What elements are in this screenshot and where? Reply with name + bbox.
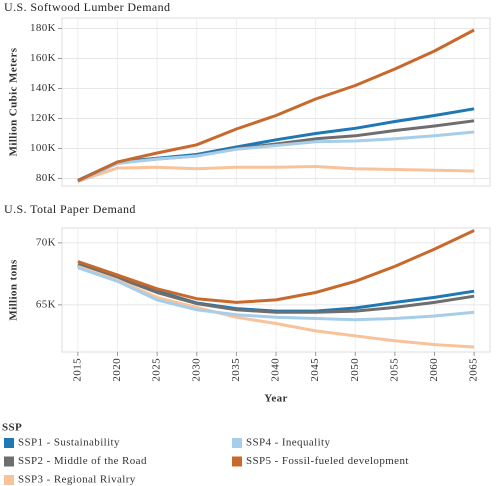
- series-line: [77, 28, 475, 183]
- x-tick-label: 2055: [388, 358, 400, 382]
- x-tick-label: 2050: [349, 358, 361, 382]
- x-tick-label: 2015: [71, 358, 83, 382]
- y-tick-label: 100K: [30, 142, 56, 154]
- series-line: [77, 266, 475, 322]
- legend-label: SSP2 - Middle of the Road: [18, 455, 147, 467]
- legend-swatch: [4, 475, 14, 485]
- x-tick-label: 2025: [151, 358, 163, 382]
- x-tick-label: 2045: [309, 358, 321, 382]
- legend-swatch: [232, 438, 242, 448]
- legend-swatch: [232, 456, 242, 467]
- series-line: [77, 263, 475, 314]
- x-axis-title: Year: [264, 393, 288, 405]
- y-tick-label: 180K: [30, 22, 56, 34]
- legend-label: SSP1 - Sustainability: [18, 437, 120, 449]
- y-tick-label: 120K: [30, 112, 56, 124]
- x-tick-label: 2035: [230, 358, 242, 382]
- legend-title: SSP: [2, 422, 22, 434]
- legend-label: SSP5 - Fossil-fueled development: [246, 455, 409, 467]
- y-tick-label: 140K: [30, 82, 56, 94]
- legend-label: SSP4 - Inequality: [246, 437, 331, 449]
- y-tick-label: 70K: [36, 236, 56, 248]
- series-line: [77, 165, 475, 183]
- x-tick-label: 2065: [468, 358, 480, 382]
- y-axis-title: Million tons: [8, 259, 20, 321]
- legend-swatch: [4, 438, 14, 448]
- x-tick-label: 2060: [428, 358, 440, 382]
- y-tick-label: 65K: [36, 298, 56, 310]
- x-tick-label: 2020: [111, 358, 123, 382]
- chart-title: U.S. Total Paper Demand: [4, 202, 136, 216]
- y-tick-label: 80K: [36, 172, 56, 184]
- x-tick-label: 2030: [190, 358, 202, 382]
- series-line: [77, 229, 475, 304]
- series-line: [77, 130, 475, 183]
- series-line: [77, 264, 475, 349]
- y-axis-title: Million Cubic Meters: [8, 47, 20, 156]
- legend-swatch: [4, 456, 14, 467]
- x-tick-label: 2040: [270, 358, 282, 382]
- chart-title: U.S. Softwood Lumber Demand: [4, 0, 170, 14]
- legend-label: SSP3 - Regional Rivalry: [18, 474, 136, 486]
- y-tick-label: 160K: [30, 52, 56, 64]
